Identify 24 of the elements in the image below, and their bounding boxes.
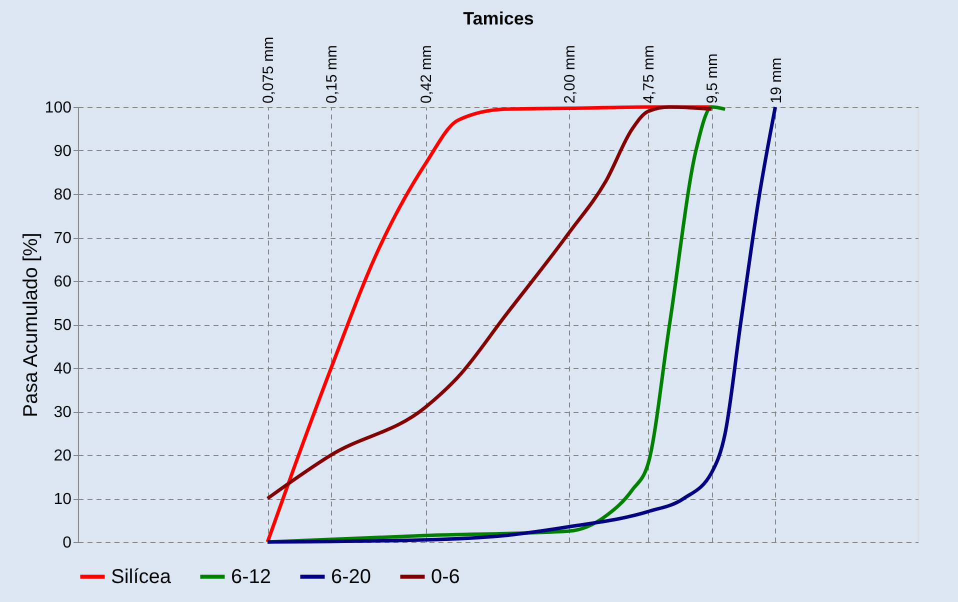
y-tick-label: 70: [54, 230, 72, 247]
y-tick-label: 80: [54, 186, 72, 204]
x-tick-label: 0,075 mm: [260, 36, 278, 104]
x-tick-label: 9,5 mm: [704, 53, 722, 104]
x-tick-label: 2,00 mm: [561, 45, 578, 104]
x-tick-label: 4,75 mm: [640, 45, 658, 104]
y-tick-label: 100: [44, 100, 72, 116]
x-axis-title: Tamices: [463, 8, 534, 29]
y-tick-label: 20: [54, 448, 72, 464]
y-tick-label: 30: [54, 404, 72, 421]
legend-label: 6-12: [231, 566, 272, 588]
x-tick-label: 0,42 mm: [418, 45, 436, 104]
legend-label: 6-20: [331, 566, 372, 588]
x-tick-label: 19 mm: [768, 58, 785, 104]
y-tick-label: 90: [54, 143, 72, 160]
y-tick-label: 0: [62, 534, 72, 552]
y-axis-title: Pasa Acumulado [%]: [20, 232, 42, 418]
legend-label: Silícea: [111, 566, 172, 588]
y-tick-label: 50: [54, 317, 72, 334]
y-tick-label: 10: [54, 491, 72, 508]
y-tick-label: 60: [54, 274, 72, 290]
x-tick-label: 0,15 mm: [324, 45, 341, 104]
y-tick-label: 40: [54, 360, 72, 378]
legend-label: 0-6: [431, 566, 460, 588]
